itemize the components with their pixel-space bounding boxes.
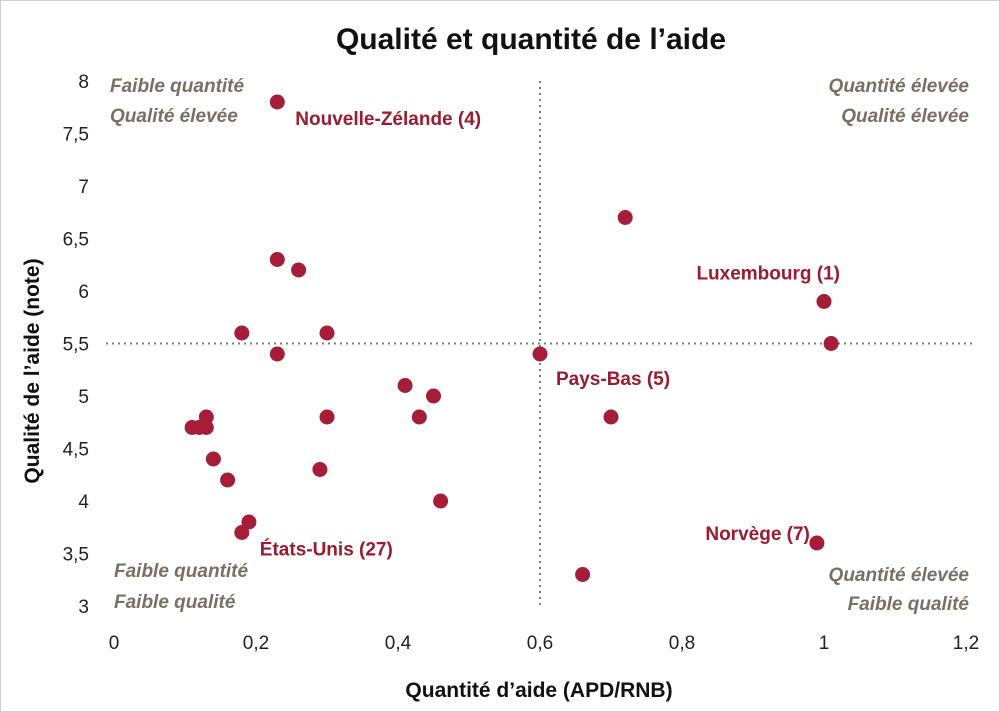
chart-title: Qualité et quantité de l’aide (336, 23, 726, 56)
country-label: Luxembourg (1) (696, 264, 840, 285)
x-axis-ticks: 0 0,2 0,4 0,6 0,8 1 1,2 (109, 633, 980, 654)
quadrant-label-top-right-line1: Quantité élevée (829, 76, 970, 97)
data-point (575, 567, 591, 582)
country-label: Pays-Bas (5) (556, 369, 670, 390)
data-point (220, 472, 236, 488)
data-point (319, 325, 335, 341)
y-axis-ticks: 3 3,5 4 4,5 5 5,5 6 6,5 7 7,5 8 (63, 72, 90, 618)
y-tick-label: 6 (78, 282, 89, 303)
y-tick-label: 7,5 (63, 125, 89, 146)
quadrant-label-top-right-line2: Qualité élevée (841, 106, 969, 127)
data-point (426, 388, 441, 404)
x-tick-label: 0,8 (669, 633, 695, 654)
data-point (269, 346, 285, 362)
y-tick-label: 6,5 (63, 230, 89, 251)
data-point (319, 409, 335, 425)
data-point (205, 451, 221, 467)
x-tick-label: 0,4 (385, 633, 412, 654)
y-tick-label: 5 (78, 387, 89, 408)
data-point (617, 210, 633, 225)
y-tick-label: 3,5 (63, 545, 89, 566)
data-points (184, 94, 839, 582)
data-point (433, 493, 449, 509)
data-point (809, 535, 825, 551)
data-point (198, 409, 214, 425)
quadrant-label-top-left-line1: Faible quantité (110, 76, 245, 97)
x-tick-label: 1 (819, 633, 830, 654)
quadrant-label-bottom-left-line1: Faible quantité (114, 561, 249, 582)
y-tick-label: 4 (78, 492, 89, 513)
x-tick-label: 0,6 (527, 633, 553, 654)
x-tick-label: 1,2 (953, 633, 979, 654)
y-tick-label: 8 (78, 72, 89, 93)
data-point (816, 294, 832, 309)
x-tick-label: 0,2 (243, 633, 269, 654)
data-point (241, 514, 257, 530)
x-tick-label: 0 (109, 633, 120, 654)
country-label: États-Unis (27) (260, 539, 393, 561)
data-point (234, 525, 250, 540)
quadrant-label-bottom-right-line1: Quantité élevée (829, 565, 970, 586)
quadrant-label-top-left-line2: Qualité élevée (110, 106, 238, 127)
data-point-labels: Nouvelle-Zélande (4) Luxembourg (1) Pays-B… (260, 109, 840, 561)
y-tick-label: 5,5 (63, 335, 89, 356)
x-axis-title: Quantité d’aide (APD/RNB) (405, 679, 672, 702)
quadrant-label-bottom-right-line2: Faible qualité (848, 594, 970, 615)
data-point (312, 462, 328, 477)
y-tick-label: 3 (78, 597, 89, 618)
data-point (411, 409, 427, 425)
quadrant-label-bottom-left-line2: Faible qualité (114, 592, 236, 613)
data-point (198, 420, 214, 435)
country-label: Nouvelle-Zélande (4) (295, 109, 481, 130)
data-point (291, 262, 307, 278)
data-point (603, 409, 619, 425)
y-tick-label: 4,5 (63, 440, 89, 461)
data-point (823, 336, 839, 351)
country-label: Norvège (7) (705, 524, 810, 545)
data-point (397, 378, 413, 393)
data-point (532, 346, 548, 362)
data-point (269, 94, 285, 110)
y-tick-label: 7 (78, 177, 89, 198)
y-axis-title: Qualité de l’aide (note) (21, 258, 44, 483)
data-point (269, 252, 285, 267)
data-point (234, 325, 250, 341)
